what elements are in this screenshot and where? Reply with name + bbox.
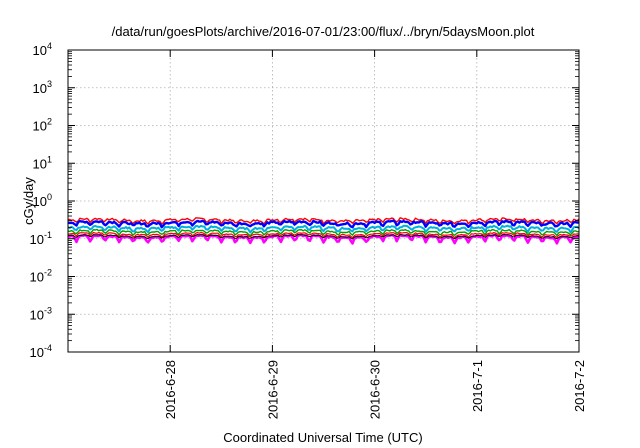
- x-axis: 2016-6-28 2016-6-29 2016-6-30 2016-7-1 2016-…: [163, 50, 587, 419]
- y-axis-label: cGy/day: [21, 177, 36, 225]
- y-axis: 10-4 10-3 10-2 10-1 100 101 102 103 104: [30, 41, 579, 360]
- y-tick-label: 10-4: [30, 343, 52, 360]
- x-tick-label: 2016-7-2: [572, 360, 587, 412]
- y-tick-label: 101: [33, 154, 52, 171]
- series-line: [67, 224, 580, 234]
- y-tick-label: 10-3: [30, 305, 52, 322]
- y-tick-label: 10-2: [30, 268, 52, 285]
- y-tick-label: 10-1: [30, 230, 52, 247]
- y-tick-label: 104: [33, 41, 52, 58]
- x-axis-label: Coordinated Universal Time (UTC): [223, 430, 422, 445]
- series-line: [67, 217, 580, 225]
- x-tick-label: 2016-6-29: [265, 360, 280, 419]
- y-tick-label: 100: [33, 192, 52, 209]
- y-tick-label: 103: [33, 79, 52, 96]
- series-line: [67, 231, 580, 239]
- x-tick-label: 2016-7-1: [470, 360, 485, 412]
- series-group: [67, 217, 580, 245]
- x-tick-label: 2016-6-28: [163, 360, 178, 419]
- x-tick-label: 2016-6-30: [368, 360, 383, 419]
- grid: [68, 50, 579, 352]
- series-line: [67, 219, 580, 229]
- chart-title: /data/run/goesPlots/archive/2016-07-01/2…: [112, 24, 535, 39]
- y-tick-label: 102: [33, 117, 52, 134]
- series-line: [67, 234, 580, 240]
- series-line: [67, 228, 579, 237]
